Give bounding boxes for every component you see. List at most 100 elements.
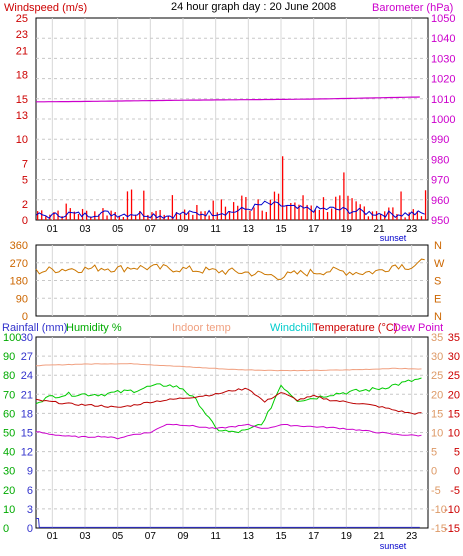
indoor-temp-tick-label: 15	[431, 408, 443, 420]
hour-tick-label: 15	[275, 531, 287, 542]
temperature-tick-label: -10	[444, 504, 460, 516]
wind-direction-line	[35, 258, 425, 280]
rainfall-legend-label: Rainfall (mm)	[2, 322, 67, 334]
barometer-line	[36, 96, 420, 103]
rainfall-tick-label: 15	[21, 428, 33, 440]
rainfall-tick-label: 21	[21, 389, 33, 401]
hour-tick-label: 13	[243, 531, 255, 542]
hour-tick-label: 17	[308, 531, 320, 542]
temperature-tick-label: 0	[454, 466, 460, 478]
temperature-tick-label: 35	[448, 332, 460, 344]
windchill-legend-label: Windchill	[270, 322, 314, 334]
humidity-tick-label: 90	[3, 351, 15, 363]
direction-compass-label: N	[434, 240, 442, 252]
windspeed-tick-label: 13	[16, 110, 28, 122]
barometer-tick-label: 1000	[431, 114, 455, 126]
windspeed-tick-label: 2	[22, 199, 28, 211]
indoor-temp-tick-label: -15	[431, 523, 447, 535]
indoor-temp-legend-label: Indoor temp	[172, 322, 231, 334]
hour-tick-label: 19	[341, 531, 353, 542]
hour-tick-label: 05	[112, 531, 124, 542]
rainfall-tick-label: 24	[21, 370, 33, 382]
temperature-legend-label: Temperature (°C)	[313, 322, 397, 334]
temperature-line	[35, 387, 422, 415]
humidity-tick-label: 40	[3, 447, 15, 459]
direction-degree-label: 180	[10, 276, 28, 288]
indoor-temp-tick-label: 0	[431, 466, 437, 478]
windspeed-tick-label: 23	[16, 29, 28, 41]
indoor-temp-tick-label: 25	[431, 370, 443, 382]
hour-tick-label: 13	[243, 224, 255, 235]
hour-tick-label: 23	[406, 531, 418, 542]
rainfall-tick-label: 27	[21, 351, 33, 363]
direction-degree-label: 270	[10, 258, 28, 270]
temperature-tick-label: 30	[448, 351, 460, 363]
hour-tick-label: 03	[79, 224, 91, 235]
direction-compass-label: E	[434, 293, 441, 305]
direction-panel-frame	[35, 244, 429, 317]
direction-compass-label: S	[434, 276, 441, 288]
hour-tick-label: 21	[373, 224, 385, 235]
windspeed-tick-label: 18	[16, 70, 28, 82]
indoor-temp-line	[36, 362, 422, 372]
dewpoint-legend-label: Dew Point	[393, 322, 443, 334]
hour-tick-label: 07	[145, 531, 157, 542]
humidity-line	[35, 377, 422, 434]
direction-compass-label: N	[434, 311, 442, 323]
windspeed-average-line	[35, 200, 425, 219]
indoor-temp-tick-label: 10	[431, 428, 443, 440]
hour-tick-label: 17	[308, 224, 320, 235]
windspeed-tick-label: 0	[22, 215, 28, 227]
direction-degree-label: 0	[22, 311, 28, 323]
rainfall-tick-label: 12	[21, 447, 33, 459]
temperature-tick-label: -5	[450, 485, 460, 497]
humidity-tick-label: 70	[3, 389, 15, 401]
temperature-tick-label: -15	[444, 523, 460, 535]
barometer-tick-label: 1010	[431, 94, 455, 106]
chart-title: 24 hour graph day : 20 June 2008	[171, 1, 336, 13]
temperature-tick-label: 25	[448, 370, 460, 382]
humidity-tick-label: 80	[3, 370, 15, 382]
temperature-tick-label: 15	[448, 408, 460, 420]
rainfall-tick-label: 0	[27, 523, 33, 535]
windspeed-tick-label: 21	[16, 45, 28, 57]
humidity-legend-label: Humidity %	[66, 322, 122, 334]
temp-panel-frame	[35, 336, 429, 529]
hour-tick-label: 05	[112, 224, 124, 235]
rainfall-tick-label: 6	[27, 485, 33, 497]
rainfall-line	[36, 518, 420, 528]
direction-degree-label: 90	[16, 293, 28, 305]
sunset-label: sunset	[380, 233, 407, 243]
hour-tick-label: 09	[177, 224, 189, 235]
barometer-axis-title: Barometer (hPa)	[372, 2, 453, 14]
hour-tick-label: 11	[210, 531, 221, 542]
barometer-tick-label: 980	[431, 154, 449, 166]
humidity-tick-label: 30	[3, 466, 15, 478]
direction-degree-label: 360	[10, 240, 28, 252]
dewpoint-line	[35, 423, 422, 440]
indoor-temp-tick-label: 5	[431, 447, 437, 459]
windspeed-tick-label: 5	[22, 175, 28, 187]
barometer-tick-label: 1050	[431, 13, 455, 25]
barometer-tick-label: 970	[431, 175, 449, 187]
indoor-temp-tick-label: 30	[431, 351, 443, 363]
hour-tick-label: 19	[341, 224, 353, 235]
hour-tick-label: 21	[373, 531, 385, 542]
temperature-tick-label: 10	[448, 428, 460, 440]
rainfall-tick-label: 9	[27, 466, 33, 478]
hour-tick-label: 15	[275, 224, 287, 235]
sunset-label: sunset	[380, 541, 407, 551]
direction-compass-label: W	[434, 258, 445, 270]
windspeed-tick-label: 7	[22, 158, 28, 170]
barometer-tick-label: 950	[431, 215, 449, 227]
indoor-temp-tick-label: 35	[431, 332, 443, 344]
indoor-temp-tick-label: 20	[431, 389, 443, 401]
hour-tick-label: 03	[79, 531, 91, 542]
rainfall-tick-label: 30	[21, 332, 33, 344]
temperature-tick-label: 20	[448, 389, 460, 401]
temperature-tick-label: 5	[454, 447, 460, 459]
windspeed-tick-label: 15	[16, 94, 28, 106]
hour-tick-label: 07	[145, 224, 157, 235]
humidity-tick-label: 60	[3, 408, 15, 420]
